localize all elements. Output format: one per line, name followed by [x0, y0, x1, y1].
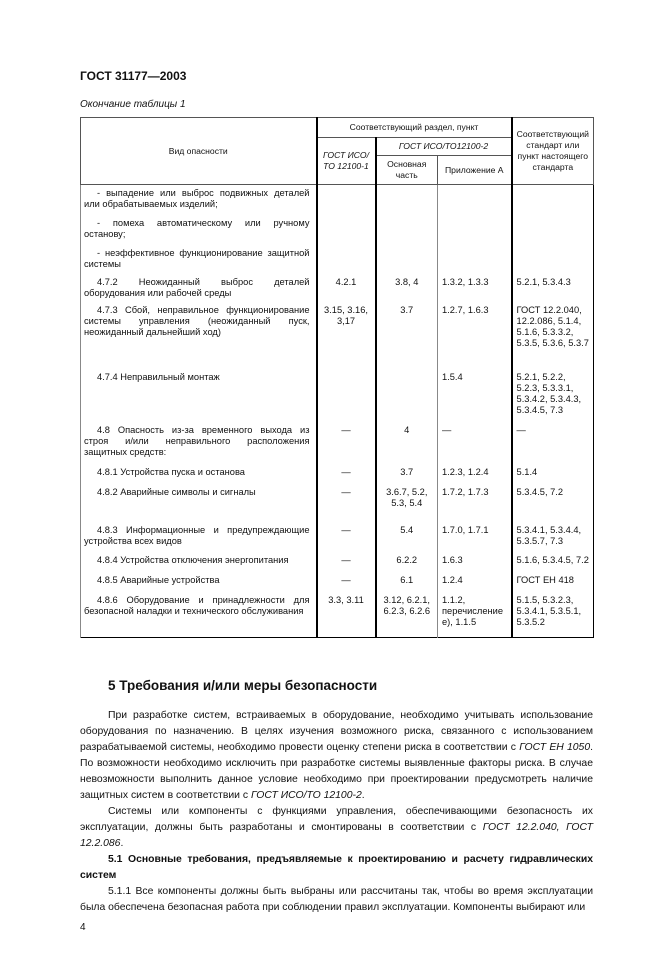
table-row: - помеха автоматическому или ручному ост…	[80, 214, 594, 245]
main-cell: 3.6.7, 5.2, 5.3, 5.4	[374, 483, 438, 522]
annex-cell	[436, 244, 512, 274]
page-number: 4	[80, 922, 86, 933]
page-content: ГОСТ 31177—2003 Окончание таблицы 1 Вид …	[80, 0, 595, 954]
gost1-cell	[315, 368, 376, 422]
header-annex: Приложение А	[436, 155, 513, 185]
standard-cell: 5.2.1, 5.2.2, 5.2.3, 5.3.3.1, 5.3.4.2, 5…	[510, 368, 594, 422]
paragraph: При разработке систем, встраиваемых в об…	[80, 710, 594, 801]
annex-cell: 1.2.4	[436, 571, 512, 592]
main-cell: 3.12, 6.2.1, 6.2.3, 6.2.6	[374, 591, 438, 638]
header-section: Соответствующий раздел, пункт	[315, 117, 513, 138]
hazard-cell: 4.7.4 Неправильный монтаж	[80, 368, 317, 422]
header-hazard: Вид опасности	[80, 117, 317, 185]
paragraph: Системы или компоненты с функциями управ…	[80, 806, 593, 849]
table-row: 4.7.2 Неожиданный выброс деталей оборудо…	[80, 273, 594, 302]
hazard-cell: 4.7.2 Неожиданный выброс деталей оборудо…	[80, 273, 317, 302]
hazard-cell: 4.8.2 Аварийные символы и сигналы	[80, 483, 317, 522]
gost1-cell: —	[315, 521, 376, 552]
main-cell	[374, 244, 438, 274]
hazard-cell: 4.8.1 Устройства пуска и останова	[80, 463, 317, 484]
main-cell: 3.7	[374, 301, 438, 369]
annex-cell: 1.2.3, 1.2.4	[436, 463, 512, 484]
section-body: При разработке систем, встраиваемых в об…	[80, 708, 593, 916]
hazard-cell: 4.8.3 Информационные и предупреждающие у…	[80, 521, 317, 552]
standard-cell	[510, 244, 594, 274]
annex-cell	[436, 214, 512, 245]
hazard-cell: 4.7.3 Сбой, неправильное функционировани…	[80, 301, 317, 369]
standard-cell: ГОСТ 12.2.040, 12.2.086, 5.1.4, 5.1.6, 5…	[510, 301, 594, 369]
main-cell: 4	[374, 421, 438, 464]
table-row: - неэффективное функционирование защитно…	[80, 244, 594, 274]
hazard-table: Вид опасности Соответствующий раздел, пу…	[80, 117, 595, 638]
hazard-cell: 4.8 Опасность из-за временного выхода из…	[80, 421, 317, 464]
annex-cell: 1.7.2, 1.7.3	[436, 483, 512, 522]
subsection-title: 5.1 Основные требования, предъявляемые к…	[80, 854, 593, 881]
gost1-cell: —	[315, 483, 376, 522]
standard-cell: 5.3.4.5, 7.2	[510, 483, 594, 522]
gost1-cell	[315, 214, 376, 245]
table-row: 4.7.4 Неправильный монтаж 1.5.4 5.2.1, 5.2…	[80, 368, 594, 422]
header-gost2: ГОСТ ИСО/ТО12100-2	[374, 137, 513, 156]
annex-cell: 1.2.7, 1.6.3	[436, 301, 512, 369]
main-cell: 6.1	[374, 571, 438, 592]
hazard-cell: 4.8.5 Аварийные устройства	[80, 571, 317, 592]
table-row: 4.8.3 Информационные и предупреждающие у…	[80, 521, 594, 552]
gost1-cell: 3.15, 3.16, 3,17	[315, 301, 376, 369]
annex-cell: 1.7.0, 1.7.1	[436, 521, 512, 552]
table-row: 4.8 Опасность из-за временного выхода из…	[80, 421, 594, 464]
gost1-cell: 4.2.1	[315, 273, 376, 302]
gost1-cell	[315, 184, 376, 215]
standard-cell: 5.1.5, 5.3.2.3, 5.3.4.1, 5.3.5.1, 5.3.5.…	[510, 591, 594, 638]
hazard-cell: - помеха автоматическому или ручному ост…	[80, 214, 317, 245]
annex-cell: 1.5.4	[436, 368, 512, 422]
annex-cell: —	[436, 421, 512, 464]
table-row: - выпадение или выброс подвижных деталей…	[80, 184, 594, 215]
main-cell	[374, 184, 438, 215]
main-cell	[374, 368, 438, 422]
header-standard: Соответствующий стандарт или пункт насто…	[510, 117, 595, 185]
annex-cell: 1.3.2, 1.3.3	[436, 273, 512, 302]
section-title: 5 Требования и/или меры безопасности	[108, 678, 378, 693]
standard-cell: 5.2.1, 5.3.4.3	[510, 273, 594, 302]
main-cell: 3.8, 4	[374, 273, 438, 302]
standard-cell: 5.1.4	[510, 463, 594, 484]
main-cell: 3.7	[374, 463, 438, 484]
table-row: 4.8.4 Устройства отключения энергопитани…	[80, 551, 594, 572]
table-row: 4.7.3 Сбой, неправильное функционировани…	[80, 301, 594, 369]
annex-cell	[436, 184, 512, 215]
main-cell: 6.2.2	[374, 551, 438, 572]
gost1-cell	[315, 244, 376, 274]
gost1-cell: —	[315, 551, 376, 572]
main-cell	[374, 214, 438, 245]
table-row: 4.8.2 Аварийные символы и сигналы —3.6.7,…	[80, 483, 594, 522]
gost1-cell: —	[315, 571, 376, 592]
table-caption: Окончание таблицы 1	[80, 99, 186, 110]
standard-cell: 5.1.6, 5.3.4.5, 7.2	[510, 551, 594, 572]
annex-cell: 1.6.3	[436, 551, 512, 572]
header-main: Основная часть	[374, 155, 438, 185]
gost1-cell: 3.3, 3.11	[315, 591, 376, 638]
standard-cell	[510, 184, 594, 215]
header-gost1: ГОСТ ИСО/ТО 12100-1	[315, 137, 376, 185]
annex-cell: 1.1.2, перечисление е), 1.1.5	[436, 591, 512, 638]
gost1-cell: —	[315, 463, 376, 484]
hazard-cell: 4.8.6 Оборудование и принадлежности для …	[80, 591, 317, 638]
table-row: 4.8.1 Устройства пуска и останова —3.7 1.2…	[80, 463, 594, 484]
hazard-cell: 4.8.4 Устройства отключения энергопитани…	[80, 551, 317, 572]
standard-cell: ГОСТ ЕН 418	[510, 571, 594, 592]
document-header: ГОСТ 31177—2003	[80, 69, 187, 83]
standard-cell: —	[510, 421, 594, 464]
standard-cell	[510, 214, 594, 245]
table-row: 4.8.5 Аварийные устройства —6.1 1.2.4 ГОСТ …	[80, 571, 594, 592]
hazard-cell: - выпадение или выброс подвижных деталей…	[80, 184, 317, 215]
gost1-cell: —	[315, 421, 376, 464]
main-cell: 5.4	[374, 521, 438, 552]
table-row: 4.8.6 Оборудование и принадлежности для …	[80, 591, 594, 638]
paragraph: 5.1.1 Все компоненты должны быть выбраны…	[80, 886, 593, 913]
hazard-cell: - неэффективное функционирование защитно…	[80, 244, 317, 274]
standard-cell: 5.3.4.1, 5.3.4.4, 5.3.5.7, 7.3	[510, 521, 594, 552]
